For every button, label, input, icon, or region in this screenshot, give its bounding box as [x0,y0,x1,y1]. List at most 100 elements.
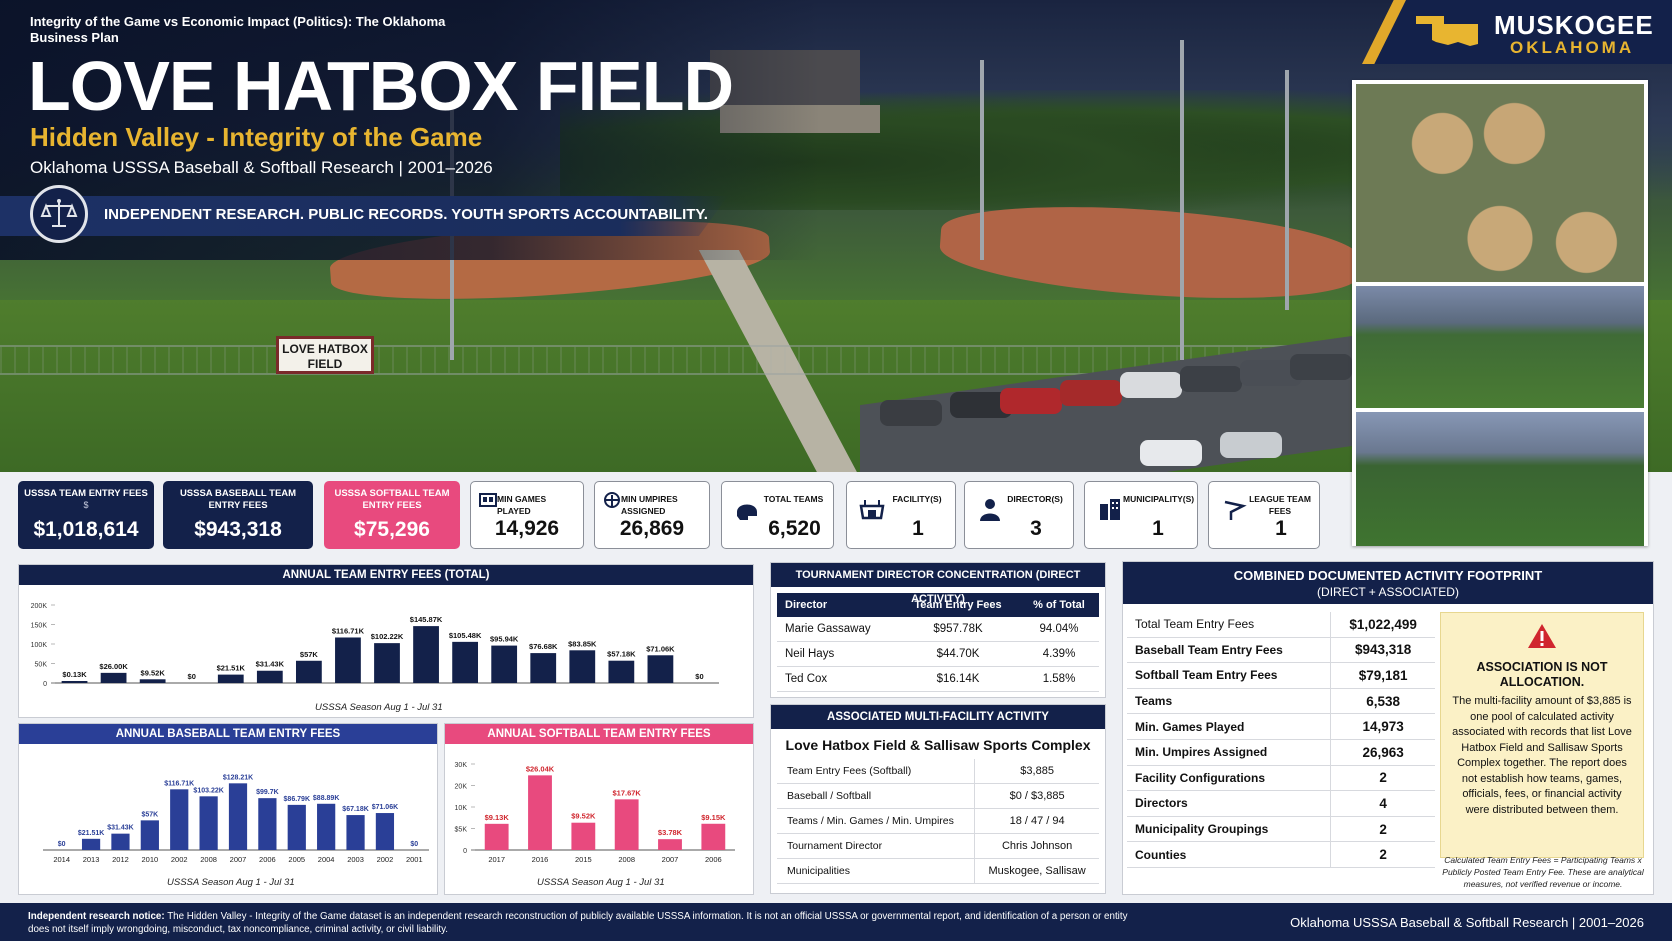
table-row: Neil Hays $44.70K 4.39% [777,641,1099,667]
row-label: Min. Umpires Assigned [1127,739,1331,766]
data-label: $86.79K [284,796,310,803]
x-tick-label: 2003 [347,855,364,864]
row-label: Tournament Director [777,833,975,859]
data-label: $0 [695,672,703,681]
oklahoma-state-icon [1416,16,1478,46]
row-label: Min. Games Played [1127,713,1331,740]
x-tick-label: 2005 [288,855,305,864]
data-label: $102.22K [371,632,404,641]
kpi-label: DIRECTOR(S) [1007,494,1063,504]
table-row: Facility Configurations 2 [1127,765,1435,792]
data-label: $67.18K [342,806,368,813]
data-label: $83.85K [568,639,597,648]
x-tick-label: 2017 [488,855,505,864]
chart-caption: USSSA Season Aug 1 - Jul 31 [167,877,295,888]
kpi-label: USSSA BASEBALL TEAM ENTRY FEES [179,488,297,511]
person-icon [980,499,1000,521]
data-label: $95.94K [490,635,519,644]
table-row: Ted Cox $16.14K 1.58% [777,666,1099,692]
table-row: Counties 2 [1127,841,1435,868]
bar [256,670,283,683]
director-panel-title: TOURNAMENT DIRECTOR CONCENTRATION (DIREC… [771,563,1105,605]
data-label: $71.06K [646,644,675,653]
data-label: $57.18K [607,650,636,659]
y-tick-label: 0 [43,681,47,688]
chart-caption: USSSA Season Aug 1 - Jul 31 [315,702,443,713]
table-row: Baseball / Softball $0 / $3,885 [777,783,1099,809]
data-label: $99.7K [256,789,279,796]
bar [530,653,557,683]
row-value: $3,885 [974,759,1099,784]
combined-table: Total Team Entry Fees $1,022,499 Baseball… [1127,612,1435,868]
data-label: $57K [300,650,319,659]
logo-state: OKLAHOMA [1510,38,1635,57]
kpi-label: MUNICIPALITY(S) [1123,494,1195,504]
row-value: $1,022,499 [1330,612,1435,638]
row-label: Baseball / Softball [777,783,975,809]
kpi-softball-fees: USSSA SOFTBALL TEAM ENTRY FEES $75,296 [324,481,460,549]
notice-label: Independent research notice: [28,911,165,922]
bar [295,660,322,683]
mission-banner [0,196,728,236]
kpi-league-team-fees: LEAGUE TEAM FEES 1 [1208,481,1320,549]
chart-caption: USSSA Season Aug 1 - Jul 31 [537,877,665,888]
kpi-label: USSSA SOFTBALL TEAM ENTRY FEES [334,488,450,511]
col-header: Director [777,593,898,617]
kpi-team-entry-fees: USSSA TEAM ENTRY FEES $ $1,018,614 [18,481,154,549]
row-value: 26,963 [1330,739,1435,766]
y-tick-label: 150K [31,623,48,630]
data-label: $0 [188,672,196,681]
data-label: $76.68K [529,642,558,651]
x-tick-label: 2014 [53,855,70,864]
kpi-municipalities: MUNICIPALITY(S) 1 [1084,481,1198,549]
y-tick-label: 100K [31,642,48,649]
combined-title: COMBINED DOCUMENTED ACTIVITY FOOTPRINT [1233,568,1543,583]
table-row: Total Team Entry Fees $1,022,499 [1127,612,1435,638]
page-subtitle: Hidden Valley - Integrity of the Game [30,122,483,152]
row-value: 2 [1330,841,1435,868]
bar [139,679,166,683]
logo-background [1362,0,1672,64]
director-fees: $957.78K [897,617,1019,642]
row-label: Directors [1127,790,1331,817]
bar [452,641,479,683]
bar [199,796,218,850]
table-row: Teams / Min. Games / Min. Umpires 18 / 47… [777,808,1099,834]
director-concentration-panel: TOURNAMENT DIRECTOR CONCENTRATION (DIREC… [770,562,1106,698]
kpi-value: 26,869 [619,517,685,540]
row-value: $0 / $3,885 [974,783,1099,809]
bar [647,655,674,683]
calculation-footnote: Calculated Team Entry Fees = Participati… [1442,855,1644,889]
col-header: % of Total [1018,593,1099,617]
mission-banner-text: INDEPENDENT RESEARCH. PUBLIC RECORDS. YO… [104,206,708,223]
y-tick-label: 10K [455,805,468,812]
data-label: $145.87K [410,615,443,624]
row-value: 18 / 47 / 94 [974,808,1099,834]
kpi-value: 6,520 [768,517,821,540]
kpi-value: $943,318 [194,518,282,541]
row-value: 2 [1330,765,1435,792]
row-label: Total Team Entry Fees [1127,612,1331,638]
scales-of-justice-icon [30,185,88,243]
bar [217,674,244,683]
row-value: 14,973 [1330,713,1435,740]
row-label: Teams / Min. Games / Min. Umpires [777,808,975,834]
data-label: $103.22K [193,787,223,794]
table-row: Municipalities Muskogee, Sallisaw [777,858,1099,884]
bar [484,823,509,850]
director-pct: 94.04% [1018,617,1099,642]
data-label: $116.71K [164,780,194,787]
bar [701,823,726,850]
bar [491,645,518,683]
associated-subtitle: Love Hatbox Field & Sallisaw Sports Comp… [785,737,1091,753]
row-label: Municipalities [777,858,975,884]
helmet-icon [737,504,757,520]
chart-title: ANNUAL TEAM ENTRY FEES (TOTAL) [19,565,753,585]
bar [569,650,596,683]
x-tick-label: 2006 [259,855,276,864]
data-label: $9.13K [485,813,510,822]
warning-icon [1528,624,1556,648]
kpi-label: FACILITY(S) [892,494,942,504]
bar [61,681,88,683]
x-tick-label: 2006 [705,855,722,864]
